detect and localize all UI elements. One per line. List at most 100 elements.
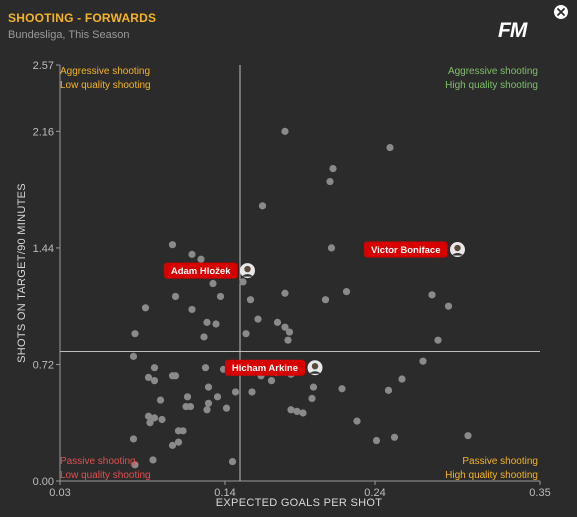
data-point[interactable] xyxy=(390,433,399,441)
data-point[interactable] xyxy=(428,291,436,299)
data-point[interactable] xyxy=(197,255,205,263)
data-point[interactable] xyxy=(308,394,316,403)
data-point[interactable] xyxy=(183,393,192,401)
player-label-box xyxy=(363,241,448,258)
data-point[interactable] xyxy=(353,417,361,425)
data-point[interactable] xyxy=(444,302,453,310)
data-point[interactable] xyxy=(201,364,210,372)
data-point[interactable] xyxy=(156,396,165,404)
reference-lines xyxy=(60,65,540,481)
data-point[interactable] xyxy=(372,436,381,445)
data-point[interactable] xyxy=(287,406,295,414)
data-point[interactable] xyxy=(144,412,153,420)
y-tick-label: 0.00 xyxy=(33,476,54,488)
data-point[interactable] xyxy=(146,419,154,427)
avatar-head xyxy=(244,265,251,273)
data-point[interactable] xyxy=(131,461,139,469)
quadrant-bottom-left-line1: Passive shooting xyxy=(60,456,136,467)
data-point[interactable] xyxy=(267,377,276,385)
data-point[interactable] xyxy=(158,415,166,424)
data-point[interactable] xyxy=(284,336,292,344)
data-point[interactable] xyxy=(258,202,267,210)
data-point[interactable] xyxy=(150,414,159,422)
data-point[interactable] xyxy=(129,435,138,443)
data-point[interactable] xyxy=(150,364,159,372)
data-point[interactable] xyxy=(203,406,211,414)
data-point[interactable] xyxy=(204,399,213,407)
data-point[interactable] xyxy=(231,388,240,396)
chart-subtitle: Bundesliga, This Season xyxy=(8,29,130,41)
data-point[interactable] xyxy=(329,164,337,173)
data-point[interactable] xyxy=(281,289,289,297)
data-point[interactable] xyxy=(171,292,180,301)
player-label[interactable]: Adam Hložek xyxy=(163,262,255,279)
data-point[interactable] xyxy=(186,402,195,411)
data-point[interactable] xyxy=(299,409,307,417)
data-point[interactable] xyxy=(203,318,211,326)
chart-title: SHOOTING - FORWARDS xyxy=(8,11,157,25)
data-point[interactable] xyxy=(321,296,330,304)
data-point[interactable] xyxy=(228,457,237,466)
player-label[interactable]: Hicham Arkine xyxy=(224,359,323,376)
data-point[interactable] xyxy=(285,328,294,336)
y-tick-label: 2.16 xyxy=(33,126,54,138)
data-point[interactable] xyxy=(131,330,139,338)
x-tick-label: 0.35 xyxy=(529,487,550,499)
data-point[interactable] xyxy=(200,333,208,341)
data-point[interactable] xyxy=(188,305,196,314)
data-point[interactable] xyxy=(171,372,180,380)
player-avatar xyxy=(450,242,465,258)
data-point[interactable] xyxy=(281,127,289,135)
axes: 0.00 0.72 1.44 2.16 2.57 0.03 0.14 0.24 0.35 xyxy=(33,60,551,499)
quadrant-bottom-right-line1: Passive shooting xyxy=(462,456,538,467)
quadrant-top-right-line1: Aggressive shooting xyxy=(448,66,538,77)
data-point[interactable] xyxy=(150,377,159,385)
player-avatar xyxy=(240,263,255,279)
close-button[interactable] xyxy=(553,4,569,20)
data-point[interactable] xyxy=(281,323,289,331)
avatar-head xyxy=(311,362,319,370)
data-point[interactable] xyxy=(419,357,427,365)
data-point[interactable] xyxy=(342,288,351,296)
fm-logo: FM xyxy=(498,19,527,42)
data-point[interactable] xyxy=(384,386,393,394)
data-point[interactable] xyxy=(273,318,282,326)
data-point[interactable] xyxy=(338,385,346,393)
data-point[interactable] xyxy=(246,296,255,304)
y-tick-label: 1.44 xyxy=(33,243,54,255)
data-point[interactable] xyxy=(141,304,150,312)
data-point[interactable] xyxy=(434,336,442,344)
data-point[interactable] xyxy=(254,315,262,323)
data-point[interactable] xyxy=(209,279,217,288)
data-point[interactable] xyxy=(174,438,183,446)
data-point[interactable] xyxy=(168,241,177,249)
data-point[interactable] xyxy=(188,250,196,258)
data-point[interactable] xyxy=(216,292,225,301)
data-points xyxy=(129,127,472,469)
data-point[interactable] xyxy=(327,244,336,252)
data-point[interactable] xyxy=(464,432,472,440)
player-avatar xyxy=(307,360,323,376)
data-point[interactable] xyxy=(204,383,213,391)
data-point[interactable] xyxy=(144,373,153,382)
player-label[interactable]: Victor Boniface xyxy=(363,241,465,258)
data-point[interactable] xyxy=(179,427,187,435)
player-label-box xyxy=(163,262,238,279)
x-axis-title: EXPECTED GOALS PER SHOT xyxy=(216,497,382,509)
data-point[interactable] xyxy=(222,404,231,412)
data-point[interactable] xyxy=(213,393,222,401)
data-point[interactable] xyxy=(149,456,157,464)
data-point[interactable] xyxy=(239,278,247,286)
highlighted-players: Adam Hložek Victor Boniface Hicham Arkine xyxy=(163,241,465,376)
data-point[interactable] xyxy=(398,375,406,383)
data-point[interactable] xyxy=(129,352,138,360)
data-point[interactable] xyxy=(326,177,334,186)
data-point[interactable] xyxy=(386,143,394,152)
data-point[interactable] xyxy=(168,441,177,449)
data-point[interactable] xyxy=(293,407,301,415)
data-point[interactable] xyxy=(309,383,318,391)
y-axis-title: SHOTS ON TARGET/90 MINUTES xyxy=(16,183,28,363)
data-point[interactable] xyxy=(242,330,250,338)
data-point[interactable] xyxy=(212,320,220,328)
data-point[interactable] xyxy=(248,388,256,396)
